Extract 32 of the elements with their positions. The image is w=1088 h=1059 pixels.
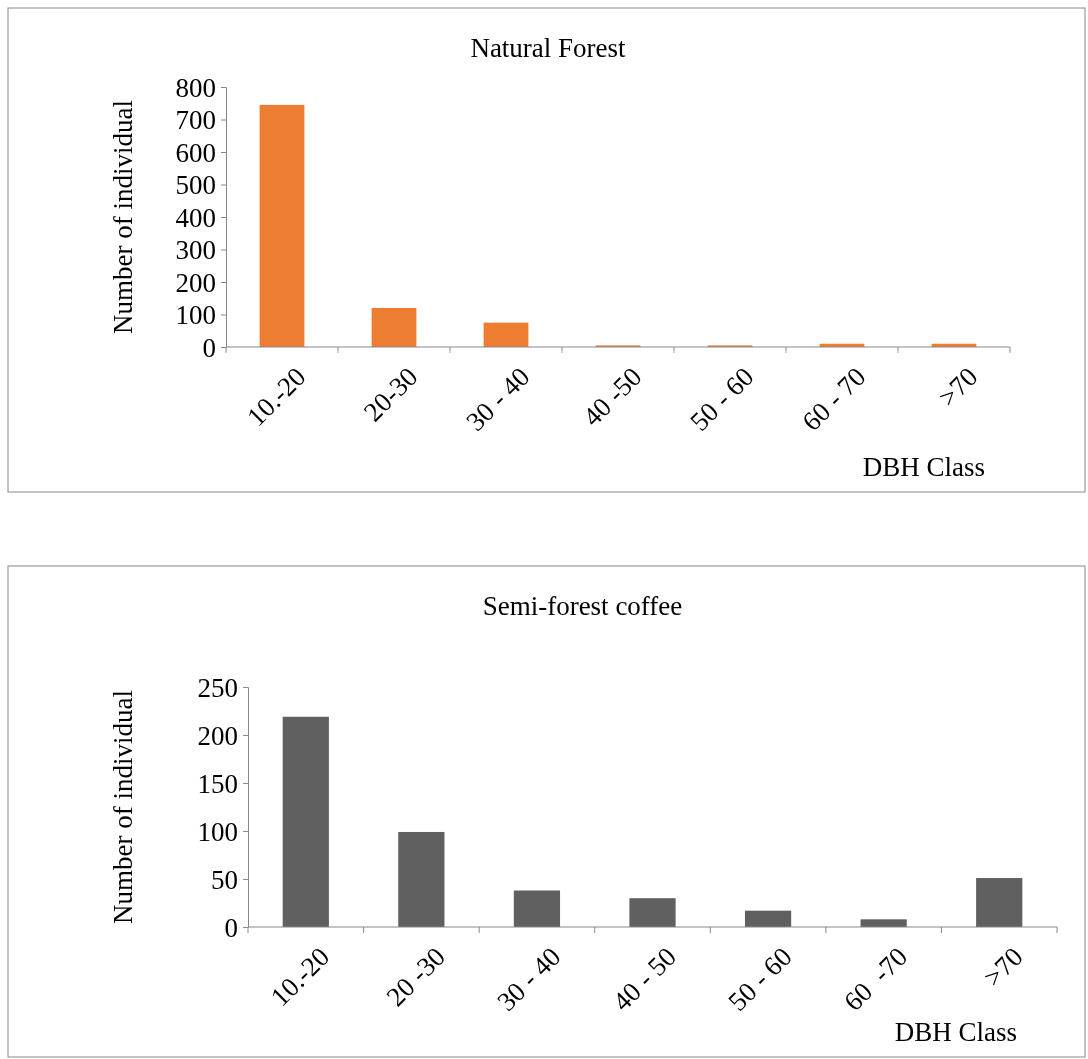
x-tick-label: 60 - 70 bbox=[796, 361, 872, 437]
x-tick-label: >70 bbox=[932, 361, 984, 413]
y-tick-label: 200 bbox=[175, 267, 216, 298]
x-tick-label: 50 - 60 bbox=[722, 941, 798, 1017]
y-tick-label: 500 bbox=[175, 170, 216, 201]
y-tick-label: 600 bbox=[175, 137, 216, 168]
y-tick-label: 300 bbox=[175, 235, 216, 266]
x-tick-label: 60 -70 bbox=[837, 941, 914, 1017]
y-axis-title: Number of individual bbox=[108, 100, 138, 334]
y-tick-label: 200 bbox=[197, 720, 238, 751]
y-tick-label: 700 bbox=[175, 105, 216, 136]
chart-title: Natural Forest bbox=[470, 33, 627, 63]
y-tick-label: 100 bbox=[175, 300, 216, 331]
chart-title: Semi-forest coffee bbox=[482, 591, 683, 621]
y-tick-label: 0 bbox=[224, 912, 238, 943]
y-tick-label: 100 bbox=[197, 816, 238, 847]
x-tick-label: 30 - 40 bbox=[460, 361, 536, 437]
x-tick-label: 30 - 40 bbox=[491, 941, 567, 1017]
y-tick-label: 150 bbox=[197, 768, 238, 799]
x-axis-title: DBH Class bbox=[862, 452, 985, 482]
y-tick-label: 250 bbox=[197, 672, 238, 703]
y-tick-label: 50 bbox=[211, 864, 238, 895]
x-axis-title: DBH Class bbox=[894, 1017, 1017, 1047]
y-axis-title: Number of individual bbox=[108, 690, 138, 924]
x-tick-label: 40 - 50 bbox=[606, 941, 683, 1017]
y-tick-label: 0 bbox=[202, 332, 216, 363]
x-tick-label: >70 bbox=[977, 941, 1029, 993]
x-tick-label: 40 -50 bbox=[577, 361, 648, 432]
y-tick-label: 400 bbox=[175, 202, 216, 233]
y-tick-label: 800 bbox=[175, 72, 216, 103]
x-tick-label: 20 -30 bbox=[380, 941, 451, 1012]
x-tick-label: 50 - 60 bbox=[684, 361, 760, 437]
